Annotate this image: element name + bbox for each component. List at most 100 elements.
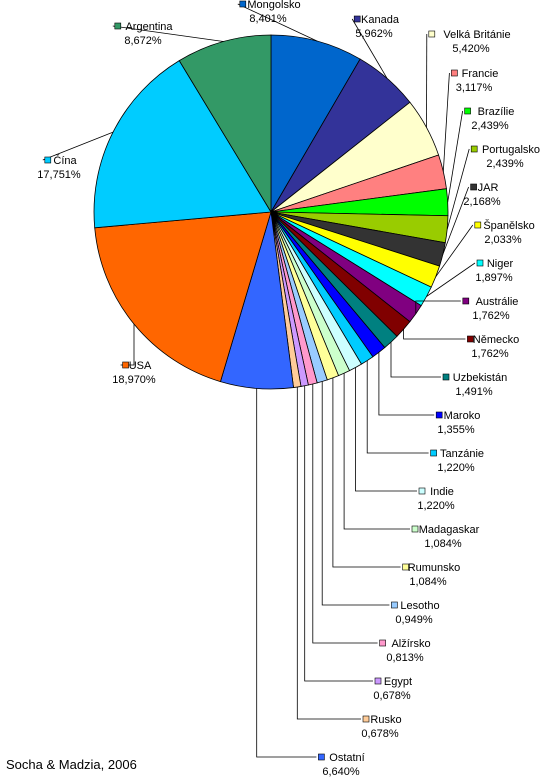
label-rumunsko: Rumunsko 1,084% [402,562,461,588]
label-name-uzbekistan: Uzbekistán [453,372,507,384]
label-value-rusko: 0,678% [361,728,399,740]
leader-line-argentina [112,25,224,42]
label-value-francie: 3,117% [456,82,493,94]
label-name-lesotho: Lesotho [400,600,439,612]
label-name-ostatni: Ostatní [329,752,364,764]
label-name-portugalsko: Portugalsko [482,144,540,156]
slice-argentina [178,34,272,214]
label-name-tanzanie: Tanzánie [440,448,484,460]
legend-key-alzirsko [379,639,386,647]
label-value-alzirsko: 0,813% [386,652,424,664]
label-value-mongolsko: 8,401% [249,13,287,25]
legend-key-indie [418,487,426,495]
legend-key-spanelsko [474,221,482,229]
label-name-rumunsko: Rumunsko [408,562,461,574]
label-usa: USA 18,970% [112,360,156,386]
label-name-francie: Francie [462,68,499,80]
leader-line-egypt [304,385,373,682]
leader-line-brazilie [447,110,463,203]
label-value-velka-britanie: 5,420% [452,43,490,55]
label-name-velka-britanie: Velká Británie [443,29,510,41]
label-name-jar: JAR [478,182,499,194]
label-name-indie: Indie [430,486,454,498]
label-kanada: Kanada 5,962% [353,14,400,40]
legend-key-usa [122,361,129,369]
label-name-kanada: Kanada [361,14,400,26]
label-value-tanzanie: 1,220% [437,462,475,474]
legend-key-egypt [374,677,382,685]
legend-key-brazilie [464,107,471,115]
label-value-spanelsko: 2,033% [484,234,522,246]
label-madagaskar: Madagaskar 1,084% [411,524,480,550]
label-value-argentina: 8,672% [124,35,162,47]
label-name-australie: Austrálie [476,296,519,308]
label-name-niger: Niger [487,258,514,270]
label-egypt: Egypt 0,678% [373,676,412,702]
label-ostatni: Ostatní 6,640% [318,752,365,778]
legend-key-maroko [435,411,443,419]
label-australie: Austrálie 1,762% [462,296,519,322]
leader-line-francie [442,72,450,172]
leader-line-lesotho [321,381,390,606]
legend-key-jar [470,183,477,191]
label-value-egypt: 0,678% [373,690,411,702]
label-spanelsko: Španělsko 2,033% [474,219,535,246]
leader-line-australie [415,300,461,314]
legend-key-nemecko [467,335,474,343]
label-portugalsko: Portugalsko 2,439% [470,144,540,170]
label-brazilie: Brazílie 2,439% [464,106,515,132]
label-name-egypt: Egypt [384,676,412,688]
leader-line-maroko [378,352,435,416]
label-rusko: Rusko 0,678% [361,714,401,740]
label-niger: Niger 1,897% [475,258,513,284]
leader-line-indie [355,367,417,492]
legend-key-argentina [114,22,122,30]
label-value-brazilie: 2,439% [471,120,509,132]
label-value-rumunsko: 1,084% [409,576,447,588]
label-name-rusko: Rusko [370,714,401,726]
label-name-brazilie: Brazílie [478,106,515,118]
legend-key-portugalsko [470,145,478,153]
label-cina: Čína 17,751% [37,154,81,181]
label-velka-britanie: Velká Británie 5,420% [428,29,511,55]
leader-line-alzirsko [312,384,378,644]
leader-line-tanzanie [366,360,429,454]
leader-line-portugalsko [446,148,470,230]
label-tanzanie: Tanzánie 1,220% [430,448,484,474]
label-alzirsko: Alžírsko 0,813% [379,638,431,664]
legend-key-tanzanie [430,449,437,457]
legend-key-madagaskar [411,525,419,533]
leader-line-uzbekistan [390,342,441,378]
chart-credit: Socha & Madzia, 2006 [6,757,137,772]
leader-line-rumunsko [332,377,401,568]
label-value-lesotho: 0,949% [395,614,433,626]
leader-line-madagaskar [343,373,410,530]
legend-key-velka-britanie [428,30,436,38]
label-name-maroko: Maroko [444,410,481,422]
legend-key-cina [44,156,52,164]
legend-key-uzbekistan [442,373,450,381]
label-value-niger: 1,897% [475,272,513,284]
label-value-maroko: 1,355% [437,424,475,436]
label-value-jar: 2,168% [463,196,501,208]
leader-line-spanelsko [435,224,474,278]
label-nemecko: Německo 1,762% [467,334,519,360]
leader-line-nemecko [403,329,466,340]
legend-key-kanada [353,15,361,23]
legend-key-niger [476,259,484,267]
leader-line-mongolsko [237,3,318,42]
label-francie: Francie 3,117% [451,68,498,94]
label-value-usa: 18,970% [112,374,156,386]
label-value-ostatni: 6,640% [322,766,360,778]
legend-key-lesotho [391,601,398,609]
label-mongolsko: Mongolsko 8,401% [239,0,301,25]
label-value-kanada: 5,962% [355,28,393,40]
legend-key-rumunsko [402,563,409,571]
label-value-madagaskar: 1,084% [424,538,462,550]
label-lesotho: Lesotho 0,949% [391,600,440,626]
legend-key-francie [451,69,458,77]
label-name-spanelsko: Španělsko [483,219,534,232]
legend-key-ostatni [318,753,325,761]
slice-mongolsko [270,34,361,214]
